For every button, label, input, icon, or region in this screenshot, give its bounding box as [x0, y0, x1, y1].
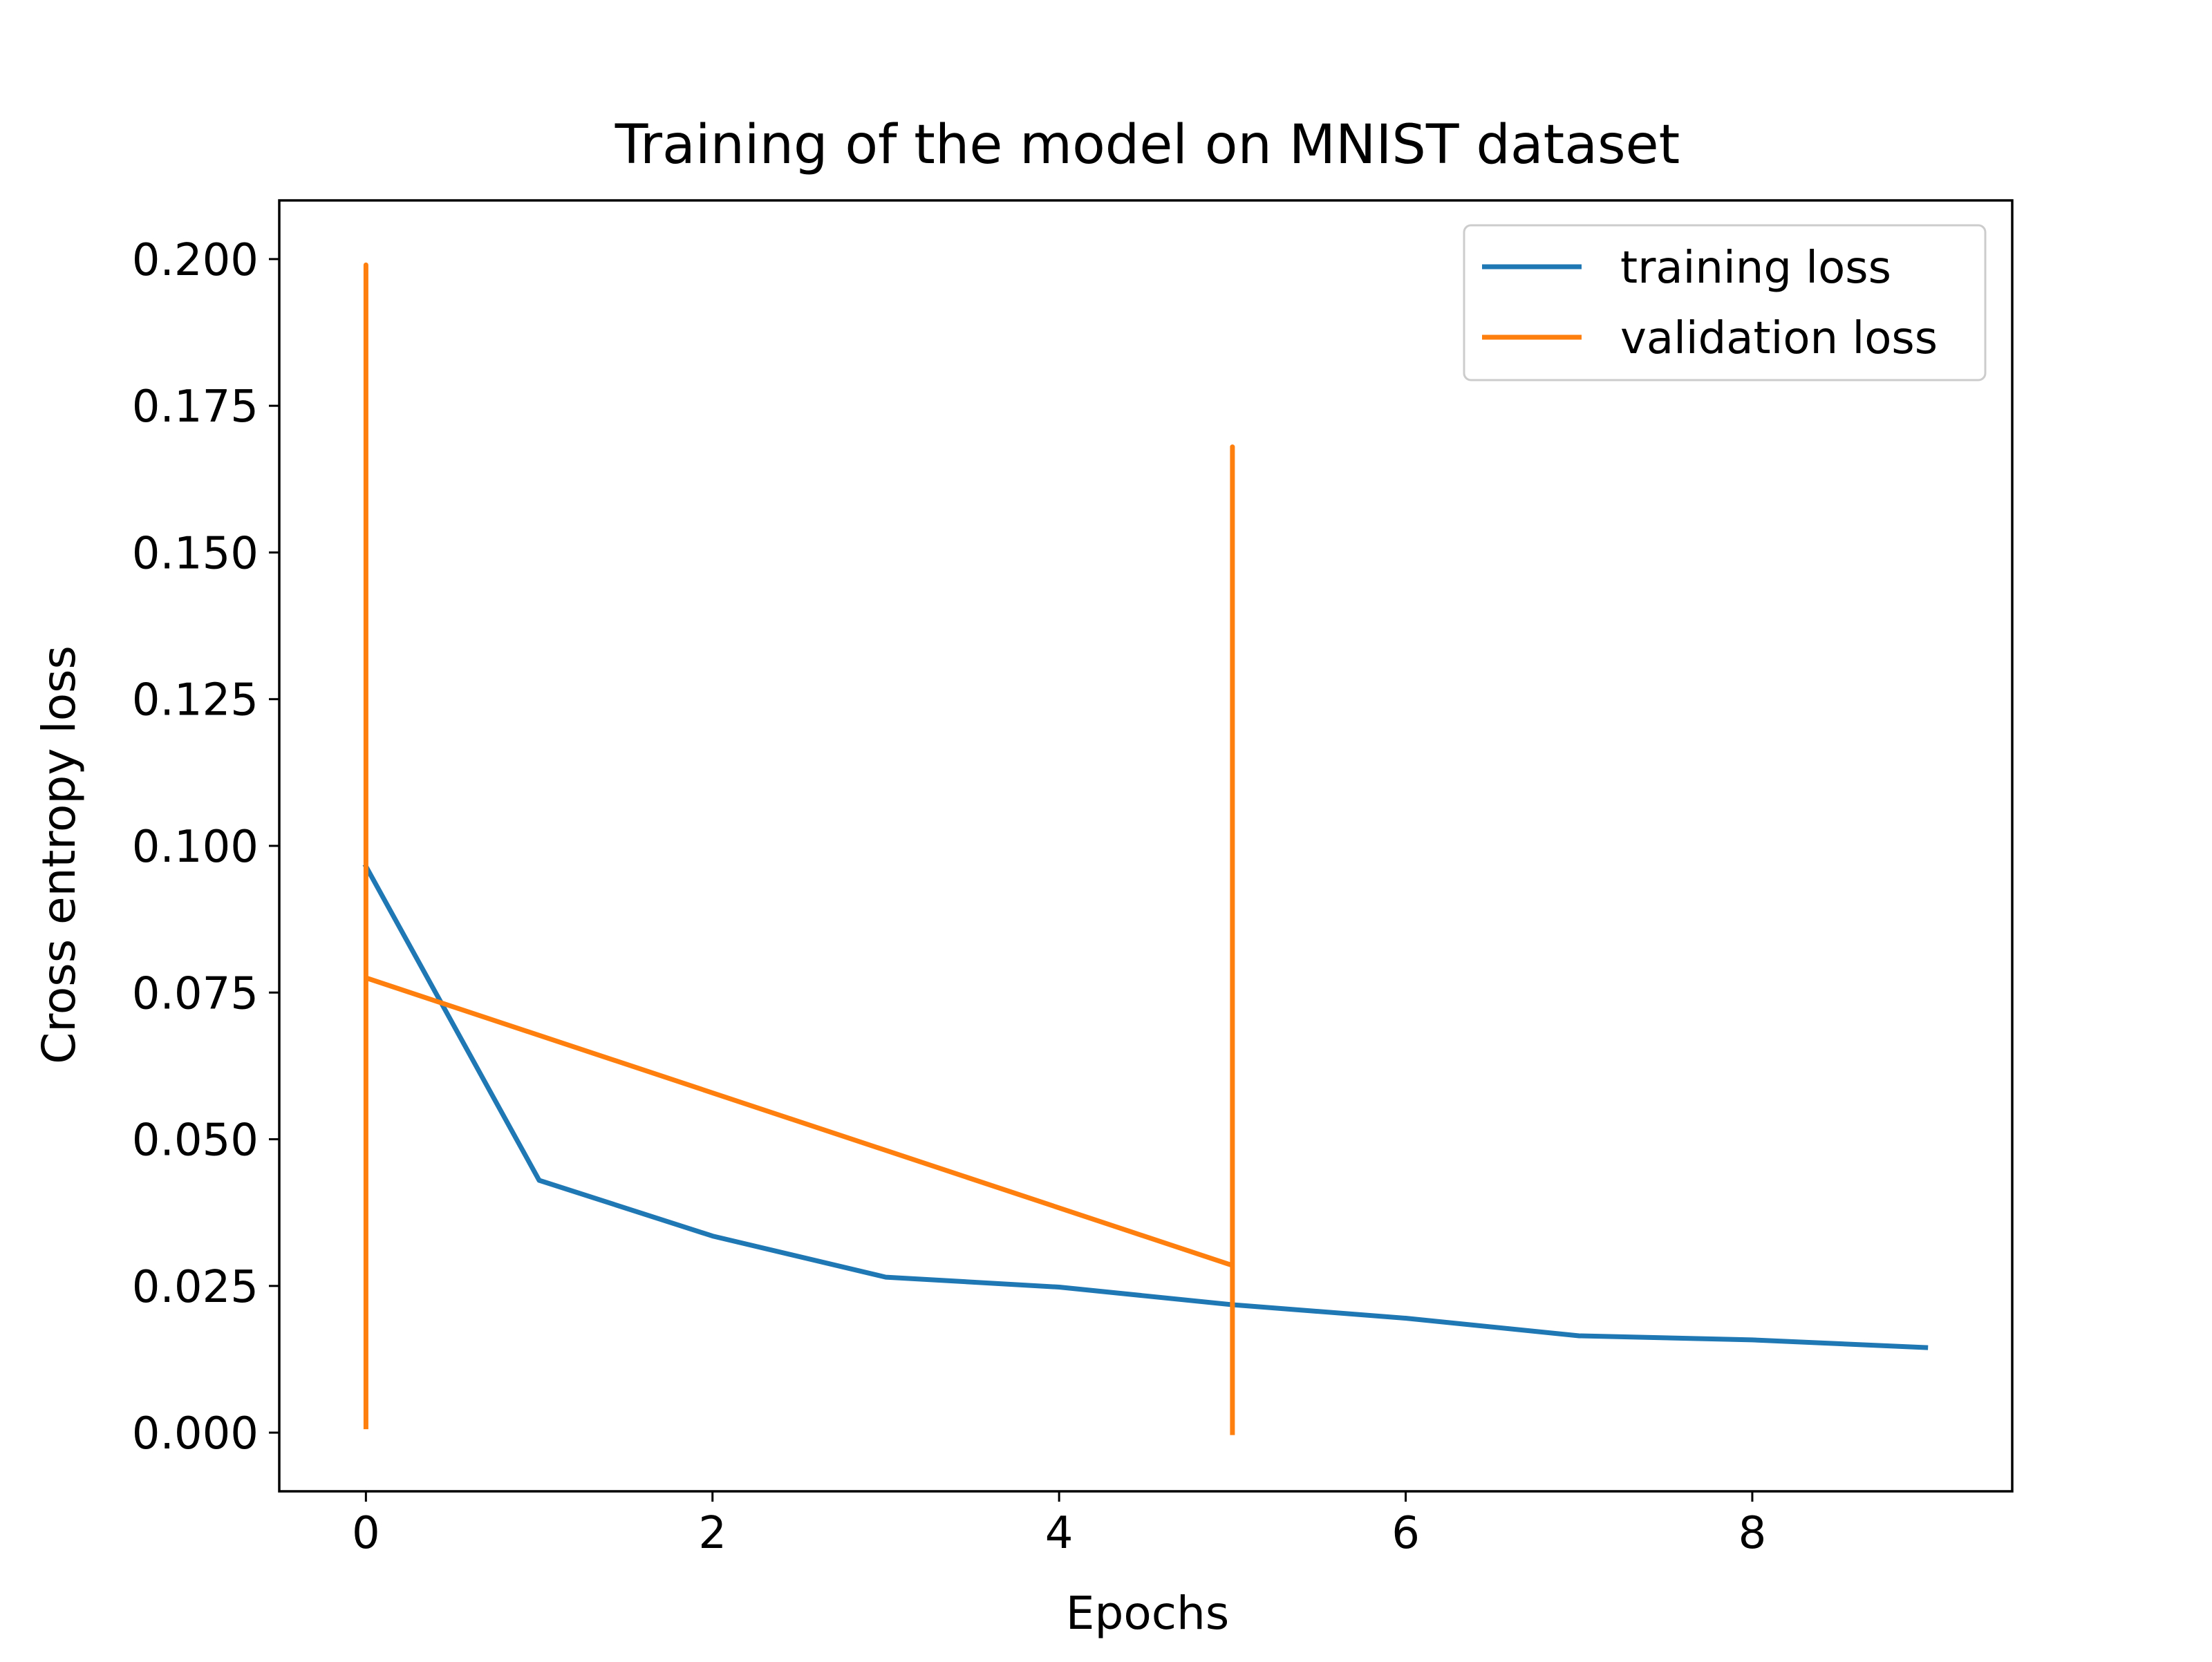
y-axis-label: Cross entropy loss	[32, 645, 86, 1064]
legend: training loss validation loss	[1463, 224, 1987, 381]
series-line-0	[362, 862, 1929, 1350]
y-tick-label: 0.125	[132, 675, 259, 726]
y-tick-label: 0.150	[132, 528, 259, 579]
legend-box	[1463, 224, 1987, 381]
x-tick-label: 4	[1045, 1508, 1074, 1559]
y-tick-label: 0.025	[132, 1262, 259, 1313]
x-tick-label: 8	[1738, 1508, 1767, 1559]
y-tick-label: 0.000	[132, 1408, 259, 1460]
y-tick-label: 0.100	[132, 822, 259, 873]
y-tick-label: 0.175	[132, 381, 259, 433]
y-tick-label: 0.075	[132, 968, 259, 1019]
chart-title: Training of the model on MNIST dataset	[615, 114, 1680, 176]
plot-area: 0 2 4 6 8 0.000 0.025 0.050 0.075 0.100 0.125 0.150…	[132, 199, 2014, 1559]
x-tick-label: 6	[1391, 1508, 1420, 1559]
series-line-1	[363, 262, 1235, 1435]
x-axis-label: Epochs	[1066, 1587, 1229, 1640]
x-tick-label: 2	[698, 1508, 727, 1559]
y-tick-label: 0.200	[132, 235, 259, 286]
x-tick-label: 0	[352, 1508, 380, 1559]
legend-label: training loss	[1620, 243, 1891, 294]
legend-label: validation loss	[1620, 313, 1938, 364]
y-tick-label: 0.050	[132, 1115, 259, 1167]
